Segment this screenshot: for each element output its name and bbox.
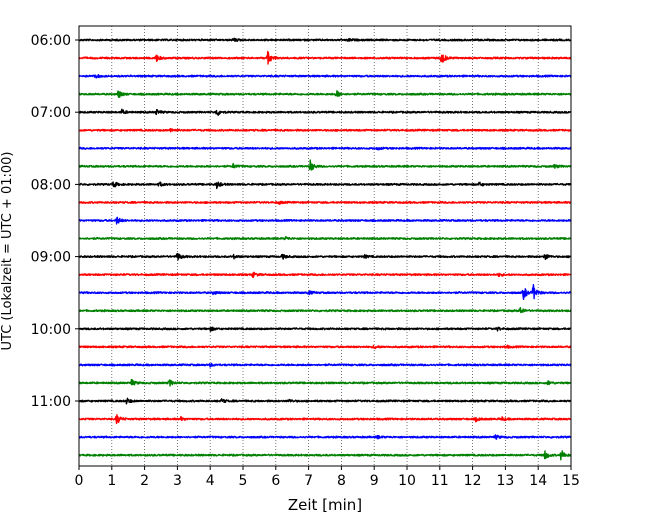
x-tick-label: 0 <box>75 473 84 489</box>
x-tick-label: 9 <box>370 473 379 489</box>
trace-0930 <box>78 284 572 300</box>
trace-0615 <box>78 50 572 65</box>
trace-1145 <box>78 450 572 461</box>
y-tick-label: 07:00 <box>31 105 71 121</box>
seismic-traces <box>78 37 572 461</box>
x-tick-label: 2 <box>140 473 149 489</box>
trace-0815 <box>78 200 572 205</box>
trace-0700 <box>78 108 572 116</box>
x-tick-label: 13 <box>496 473 514 489</box>
trace-0800 <box>78 181 572 190</box>
trace-0745 <box>78 159 572 171</box>
x-tick-label: 15 <box>562 473 580 489</box>
x-tick-label: 5 <box>239 473 248 489</box>
y-tick-label: 10:00 <box>31 322 71 338</box>
trace-1100 <box>78 397 572 405</box>
trace-1000 <box>78 326 572 332</box>
x-axis-label: Zeit [min] <box>288 496 362 514</box>
trace-0600 <box>78 37 572 43</box>
x-axis-ticks: 0 1 2 3 4 5 6 7 8 9 10 11 12 13 14 15 <box>75 466 580 489</box>
y-axis-ticks: 06:00 07:00 08:00 09:00 10:00 11:00 <box>31 33 79 410</box>
y-tick-label: 09:00 <box>31 250 71 266</box>
y-tick-label: 06:00 <box>31 33 71 49</box>
trace-1130 <box>78 434 572 440</box>
x-tick-label: 3 <box>173 473 182 489</box>
trace-0845 <box>78 236 572 241</box>
grid-lines <box>111 26 539 466</box>
x-tick-label: 11 <box>431 473 449 489</box>
trace-0715 <box>78 127 572 133</box>
trace-1030 <box>78 362 572 368</box>
trace-0645 <box>78 90 572 98</box>
x-tick-label: 8 <box>337 473 346 489</box>
trace-0915 <box>78 271 572 278</box>
plot-frame <box>78 25 572 467</box>
trace-0630 <box>78 73 572 79</box>
y-tick-label: 11:00 <box>31 394 71 410</box>
trace-0830 <box>78 216 572 225</box>
x-tick-label: 12 <box>464 473 482 489</box>
x-tick-label: 7 <box>304 473 313 489</box>
x-tick-label: 6 <box>271 473 280 489</box>
x-tick-label: 4 <box>206 473 215 489</box>
y-axis-label: UTC (Lokalzeit = UTC + 01:00) <box>0 152 15 351</box>
x-tick-label: 10 <box>398 473 416 489</box>
y-tick-label: 08:00 <box>31 177 71 193</box>
trace-1015 <box>78 344 572 350</box>
trace-0730 <box>78 146 572 151</box>
x-tick-label: 1 <box>107 473 116 489</box>
x-tick-label: 14 <box>529 473 547 489</box>
trace-0945 <box>78 307 572 314</box>
trace-0900 <box>78 252 572 261</box>
trace-1115 <box>78 414 572 425</box>
trace-1045 <box>78 378 572 387</box>
